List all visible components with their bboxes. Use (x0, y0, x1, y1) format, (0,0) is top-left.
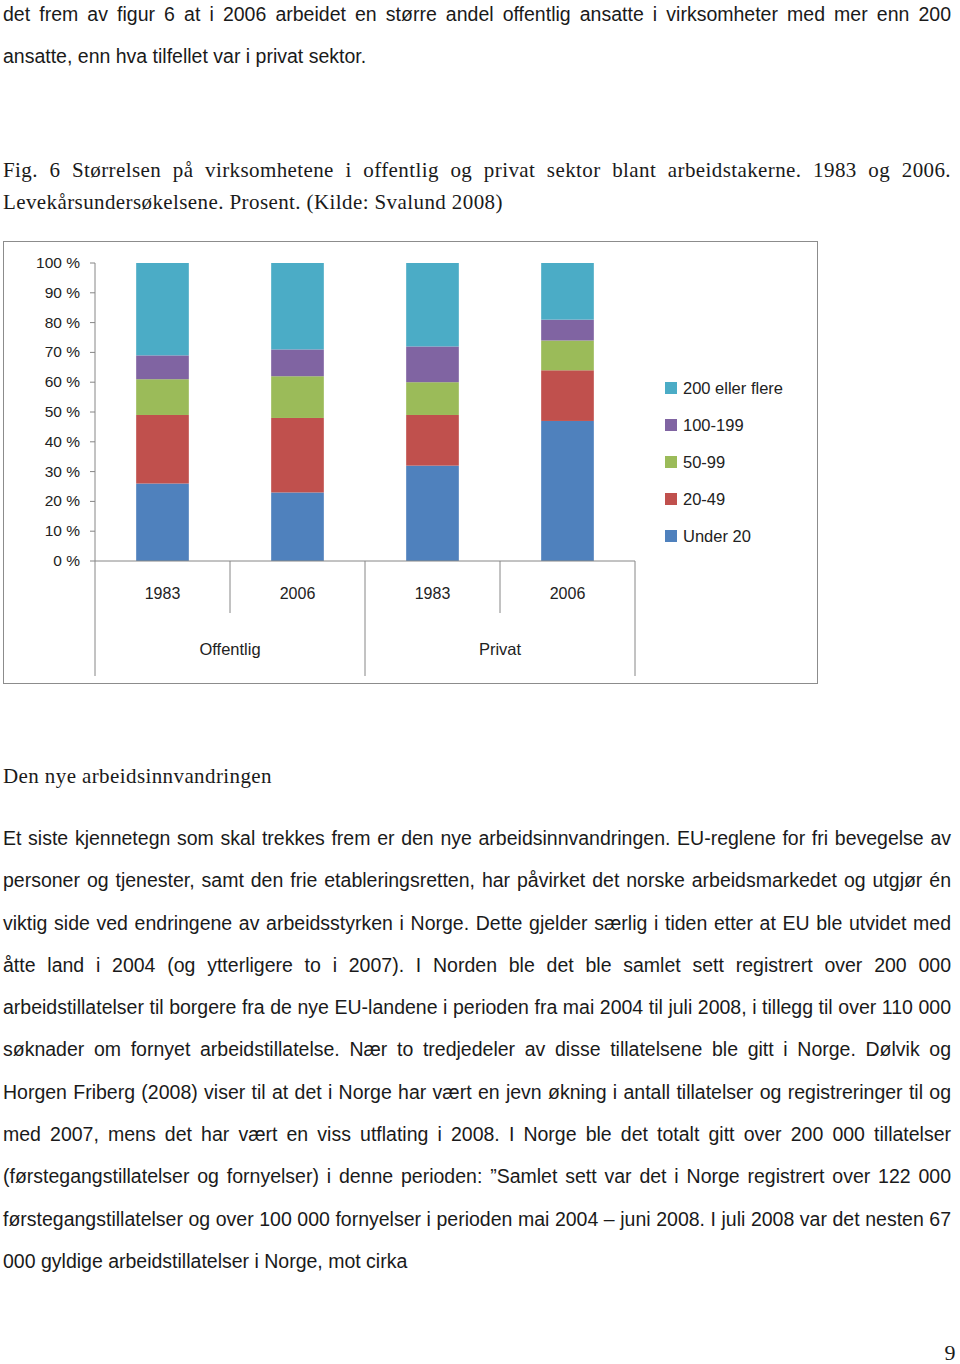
y-tick (90, 292, 95, 293)
y-tick (90, 411, 95, 412)
bar-segment (271, 492, 324, 561)
y-tick-label: 70 % (44, 343, 80, 360)
y-tick-label: 90 % (44, 283, 80, 300)
bar-segment (271, 349, 324, 376)
legend-label: 50-99 (683, 453, 725, 471)
chart: 0 % 10 % 20 % 30 % 40 % 50 % 60 % 70 % 80 % 90 % 1… (3, 241, 818, 684)
figure-caption: Fig. 6 Størrelsen på virksomhetene i off… (3, 154, 951, 218)
bar-segment (541, 263, 594, 320)
y-tick-label: 60 % (44, 373, 80, 390)
bar-segment (136, 483, 189, 560)
legend-swatch (665, 530, 677, 542)
legend-label: 20-49 (683, 490, 725, 508)
legend-swatch (665, 456, 677, 468)
y-tick (90, 530, 95, 531)
x-tick-label: 2006 (549, 585, 585, 602)
y-tick-label: 100 % (36, 254, 80, 271)
y-tick-label: 10 % (44, 522, 80, 539)
legend-label: Under 20 (683, 527, 751, 545)
bar-segment (541, 370, 594, 421)
y-tick-label: 50 % (44, 403, 80, 420)
x-tick-label: 1983 (414, 585, 450, 602)
y-tick (90, 262, 95, 263)
legend-label: 100-199 (683, 416, 744, 434)
y-tick-label: 30 % (44, 462, 80, 479)
x-tick-label: 1983 (144, 585, 180, 602)
intro-paragraph: det frem av figur 6 at i 2006 arbeidet e… (3, 0, 951, 78)
bars (136, 263, 594, 561)
legend-swatch (665, 382, 677, 394)
bar-segment (136, 355, 189, 379)
bar-segment (541, 319, 594, 340)
category-separator (229, 561, 230, 613)
bar-segment (406, 465, 459, 560)
bar-segment (271, 417, 324, 492)
body-paragraph: Et siste kjennetegn som skal trekkes fre… (3, 817, 951, 1282)
bar-segment (406, 382, 459, 415)
y-tick (90, 500, 95, 501)
category-separator (634, 561, 635, 676)
bar-segment (406, 346, 459, 382)
section-heading: Den nye arbeidsinnvandringen (3, 755, 951, 797)
page-number: 9 (945, 1338, 956, 1364)
bar-segment (541, 340, 594, 370)
legend-swatch (665, 493, 677, 505)
bar-segment (271, 376, 324, 418)
bar-segment (271, 263, 324, 349)
y-tick (90, 351, 95, 352)
y-tick (90, 322, 95, 323)
x-tick-label: 2006 (279, 585, 315, 602)
category-separator (94, 561, 95, 676)
bar-segment (136, 414, 189, 483)
group-label: Privat (478, 640, 521, 658)
category-separator (499, 561, 500, 613)
bar-segment (136, 379, 189, 415)
y-tick (90, 560, 95, 561)
legend-swatch (665, 419, 677, 431)
y-tick (90, 471, 95, 472)
legend-label: 200 eller flere (683, 379, 783, 397)
y-tick-label: 0 % (53, 552, 80, 569)
y-tick (90, 381, 95, 382)
bar-segment (541, 420, 594, 560)
y-tick (90, 441, 95, 442)
y-tick-label: 20 % (44, 492, 80, 509)
bar-segment (136, 263, 189, 355)
y-axis (94, 263, 95, 561)
bar-segment (406, 414, 459, 465)
chart-frame: 0 % 10 % 20 % 30 % 40 % 50 % 60 % 70 % 80 % 90 % 1… (3, 241, 818, 684)
category-separator (364, 561, 365, 676)
y-tick-label: 40 % (44, 432, 80, 449)
bar-segment (406, 263, 459, 346)
group-label: Offentlig (199, 640, 260, 658)
y-tick-label: 80 % (44, 313, 80, 330)
